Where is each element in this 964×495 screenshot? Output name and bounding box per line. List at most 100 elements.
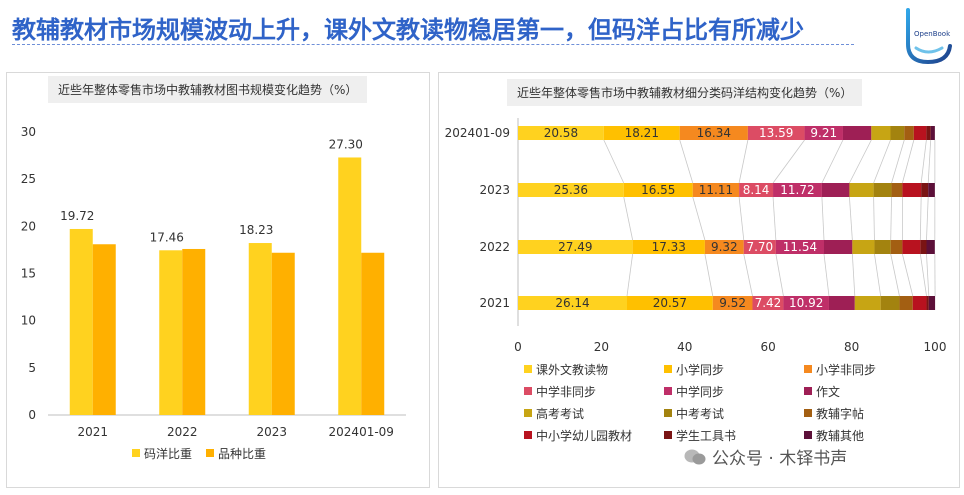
x-tick-label: 2021 [77,425,108,439]
series-connector [920,139,927,184]
x-tick-label: 80 [844,340,859,354]
x-tick-label: 40 [677,340,692,354]
legend-swatch [524,365,532,373]
segment-2022 [704,240,744,254]
data-label: 7.42 [755,296,782,310]
segment-2022 [902,240,921,254]
segment-2021 [828,296,855,310]
series-connector [874,253,882,297]
legend-label: 学生工具书 [676,428,736,443]
series-connector [919,253,927,297]
y-tick-label: 15 [21,267,36,281]
data-label: 17.33 [652,240,686,254]
left-bar-chart: 0 5 10 15 20 25 30 19.72 2021 17.46 2022 18.23 2023 2… [21,125,406,461]
segment-2021 [783,296,829,310]
legend-label: 作文 [816,384,840,399]
segment-2023 [928,183,935,197]
series-connector [821,196,825,241]
y-tick-label: 2021 [479,296,510,310]
series-connector [775,253,784,297]
openbook-logo-icon [906,8,952,65]
legend-swatch [132,449,140,457]
data-label: 18.23 [239,223,273,237]
segment-2023 [821,183,850,197]
legend-label: 中学同步 [676,384,724,399]
legend-label: 教辅字帖 [816,406,864,421]
series-connector [890,253,900,297]
segment-2023 [518,183,624,197]
segment-2022 [890,240,903,254]
series-connector [890,196,892,241]
data-label: 26.14 [555,296,589,310]
series-connector [821,139,844,184]
data-label: 9.52 [719,296,746,310]
segment-202401-09 [603,126,680,140]
legend-label: 教辅其他 [816,428,864,443]
segment-202401-09 [926,126,931,140]
segment-2021 [712,296,753,310]
segment-2022 [518,240,633,254]
legend-swatch [804,365,812,373]
data-label: 11.54 [783,240,817,254]
title-divider [12,44,854,45]
legend-swatch [664,387,672,395]
bar-yang-2022 [159,250,183,415]
bar-pin-202401-09 [361,252,385,415]
logo-text: OpenBook [914,30,951,38]
segment-202401-09 [842,126,872,140]
x-tick-label: 0 [514,340,522,354]
series-connector [738,139,749,184]
page-title: 教辅教材市场规模波动上升，课外文教读物稳居第一，但码洋占比有所减少 [12,16,804,44]
data-label: 19.72 [60,209,94,223]
series-connector [926,253,930,297]
series-connector [679,139,694,184]
data-label: 27.30 [329,137,363,151]
bar-yang-2021 [69,228,93,415]
series-connector [692,196,706,241]
segment-2022 [743,240,776,254]
y-tick-label: 5 [28,361,36,375]
y-tick-label: 30 [21,125,36,139]
legend-label: 码洋比重 [144,446,192,461]
series-connector [849,196,853,241]
data-label: 20.58 [544,126,578,140]
bar-pin-2021 [92,244,116,415]
segment-2023 [739,183,774,197]
segment-202401-09 [890,126,905,140]
bar-yang-2023 [248,243,272,415]
series-connector [851,253,856,297]
left-chart-title: 近些年整体零售市场中教辅教材图书规模变化趋势（%） [48,76,368,103]
segment-202401-09 [804,126,843,140]
legend-label: 中小学幼儿园教材 [536,428,632,443]
data-label: 25.36 [554,183,588,197]
data-label: 8.14 [743,183,770,197]
y-tick-label: 202401-09 [445,126,510,140]
series-connector [743,253,753,297]
segment-2022 [775,240,824,254]
right-chart-panel [438,72,960,488]
segment-202401-09 [913,126,927,140]
legend-swatch [664,409,672,417]
legend-label: 高考考试 [536,406,584,421]
segment-2023 [921,183,929,197]
segment-2021 [752,296,784,310]
segment-202401-09 [679,126,748,140]
segment-2023 [873,183,892,197]
y-tick-label: 0 [28,408,36,422]
bar-pin-2022 [182,248,206,415]
x-tick-label: 100 [924,340,947,354]
series-connector [772,139,805,184]
x-tick-label: 2022 [167,425,198,439]
x-tick-label: 60 [761,340,776,354]
data-label: 10.92 [789,296,823,310]
x-tick-label: 2023 [256,425,287,439]
segment-2021 [926,296,929,310]
segment-2022 [823,240,853,254]
segment-2022 [632,240,705,254]
legend-label: 小学非同步 [816,362,876,377]
series-connector [849,139,872,184]
segment-2022 [852,240,875,254]
data-label: 16.55 [641,183,675,197]
segment-2021 [928,296,936,310]
right-chart-title: 近些年整体零售市场中教辅教材细分类码洋结构变化趋势（%） [507,79,863,106]
